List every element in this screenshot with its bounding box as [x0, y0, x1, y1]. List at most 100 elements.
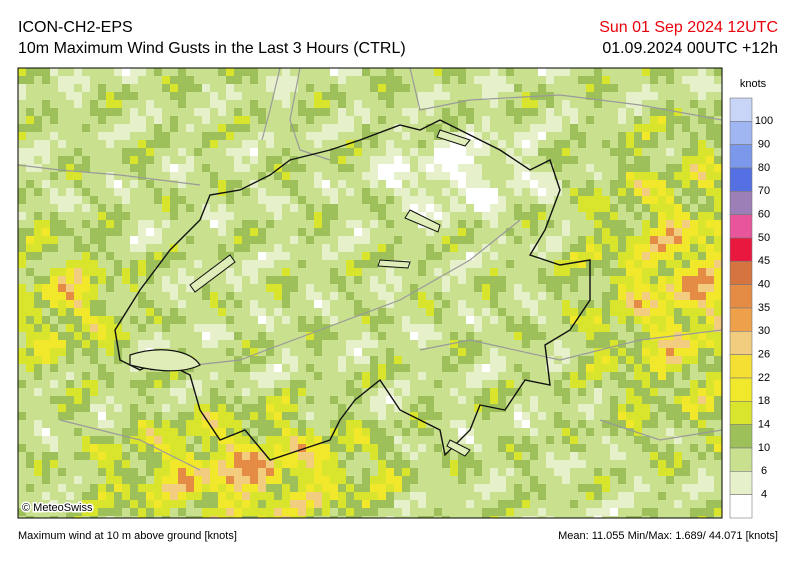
map-cell [338, 364, 347, 373]
map-cell [138, 268, 147, 277]
map-cell [58, 308, 67, 317]
map-cell [330, 220, 339, 229]
map-cell [658, 84, 667, 93]
map-cell [90, 164, 99, 173]
map-cell [330, 140, 339, 149]
map-cell [314, 140, 323, 149]
map-cell [74, 444, 83, 453]
map-cell [450, 180, 459, 189]
map-cell [98, 284, 107, 293]
map-cell [578, 452, 587, 461]
map-cell [570, 348, 579, 357]
map-cell [562, 268, 571, 277]
map-cell [242, 460, 251, 469]
map-cell [442, 396, 451, 405]
map-cell [346, 340, 355, 349]
map-cell [706, 124, 715, 133]
map-cell [706, 204, 715, 213]
map-cell [386, 244, 395, 253]
map-cell [18, 412, 27, 421]
map-cell [306, 460, 315, 469]
map-cell [434, 244, 443, 253]
map-cell [346, 68, 355, 77]
map-cell [34, 180, 43, 189]
map-cell [202, 220, 211, 229]
map-cell [122, 276, 131, 285]
map-cell [274, 212, 283, 221]
map-cell [562, 68, 571, 77]
map-cell [154, 76, 163, 85]
map-cell [490, 156, 499, 165]
map-cell [258, 244, 267, 253]
map-cell [258, 500, 267, 509]
map-cell [106, 308, 115, 317]
map-cell [634, 276, 643, 285]
map-cell [210, 260, 219, 269]
map-cell [74, 92, 83, 101]
map-cell [714, 396, 722, 405]
map-cell [634, 452, 643, 461]
map-cell [98, 204, 107, 213]
map-cell [298, 220, 307, 229]
map-cell [194, 436, 203, 445]
map-cell [690, 372, 699, 381]
map-cell [682, 452, 691, 461]
map-cell [170, 212, 179, 221]
map-cell [610, 372, 619, 381]
map-cell [506, 508, 515, 517]
map-cell [386, 68, 395, 77]
map-cell [66, 220, 75, 229]
map-cell [674, 372, 683, 381]
map-cell [66, 436, 75, 445]
map-cell [514, 108, 523, 117]
map-cell [98, 516, 107, 518]
map-cell [698, 140, 707, 149]
map-cell [346, 172, 355, 181]
map-cell [162, 172, 171, 181]
map-cell [170, 460, 179, 469]
map-cell [690, 204, 699, 213]
map-cell [362, 428, 371, 437]
map-cell [546, 372, 555, 381]
map-cell [458, 276, 467, 285]
map-cell [162, 108, 171, 117]
map-cell [314, 404, 323, 413]
map-cell [194, 228, 203, 237]
map-cell [386, 76, 395, 85]
map-cell [410, 228, 419, 237]
map-cell [546, 324, 555, 333]
map-cell [218, 244, 227, 253]
map-cell [106, 484, 115, 493]
map-cell [522, 276, 531, 285]
map-cell [74, 380, 83, 389]
map-cell [514, 404, 523, 413]
map-cell [594, 244, 603, 253]
map-cell [458, 484, 467, 493]
map-cell [346, 420, 355, 429]
map-cell [378, 212, 387, 221]
map-cell [554, 228, 563, 237]
map-cell [466, 244, 475, 253]
map-cell [634, 140, 643, 149]
map-cell [426, 476, 435, 485]
map-cell [434, 100, 443, 109]
map-cell [402, 180, 411, 189]
map-cell [362, 196, 371, 205]
map-cell [514, 372, 523, 381]
map-cell [26, 308, 35, 317]
map-cell [170, 284, 179, 293]
map-cell [58, 260, 67, 269]
map-cell [250, 116, 259, 125]
map-cell [202, 76, 211, 85]
map-cell [258, 84, 267, 93]
map-cell [698, 468, 707, 477]
map-cell [330, 468, 339, 477]
map-cell [570, 108, 579, 117]
map-cell [362, 372, 371, 381]
map-cell [386, 188, 395, 197]
map-cell [666, 260, 675, 269]
map-cell [706, 84, 715, 93]
map-cell [386, 340, 395, 349]
map-cell [698, 204, 707, 213]
map-cell [418, 340, 427, 349]
